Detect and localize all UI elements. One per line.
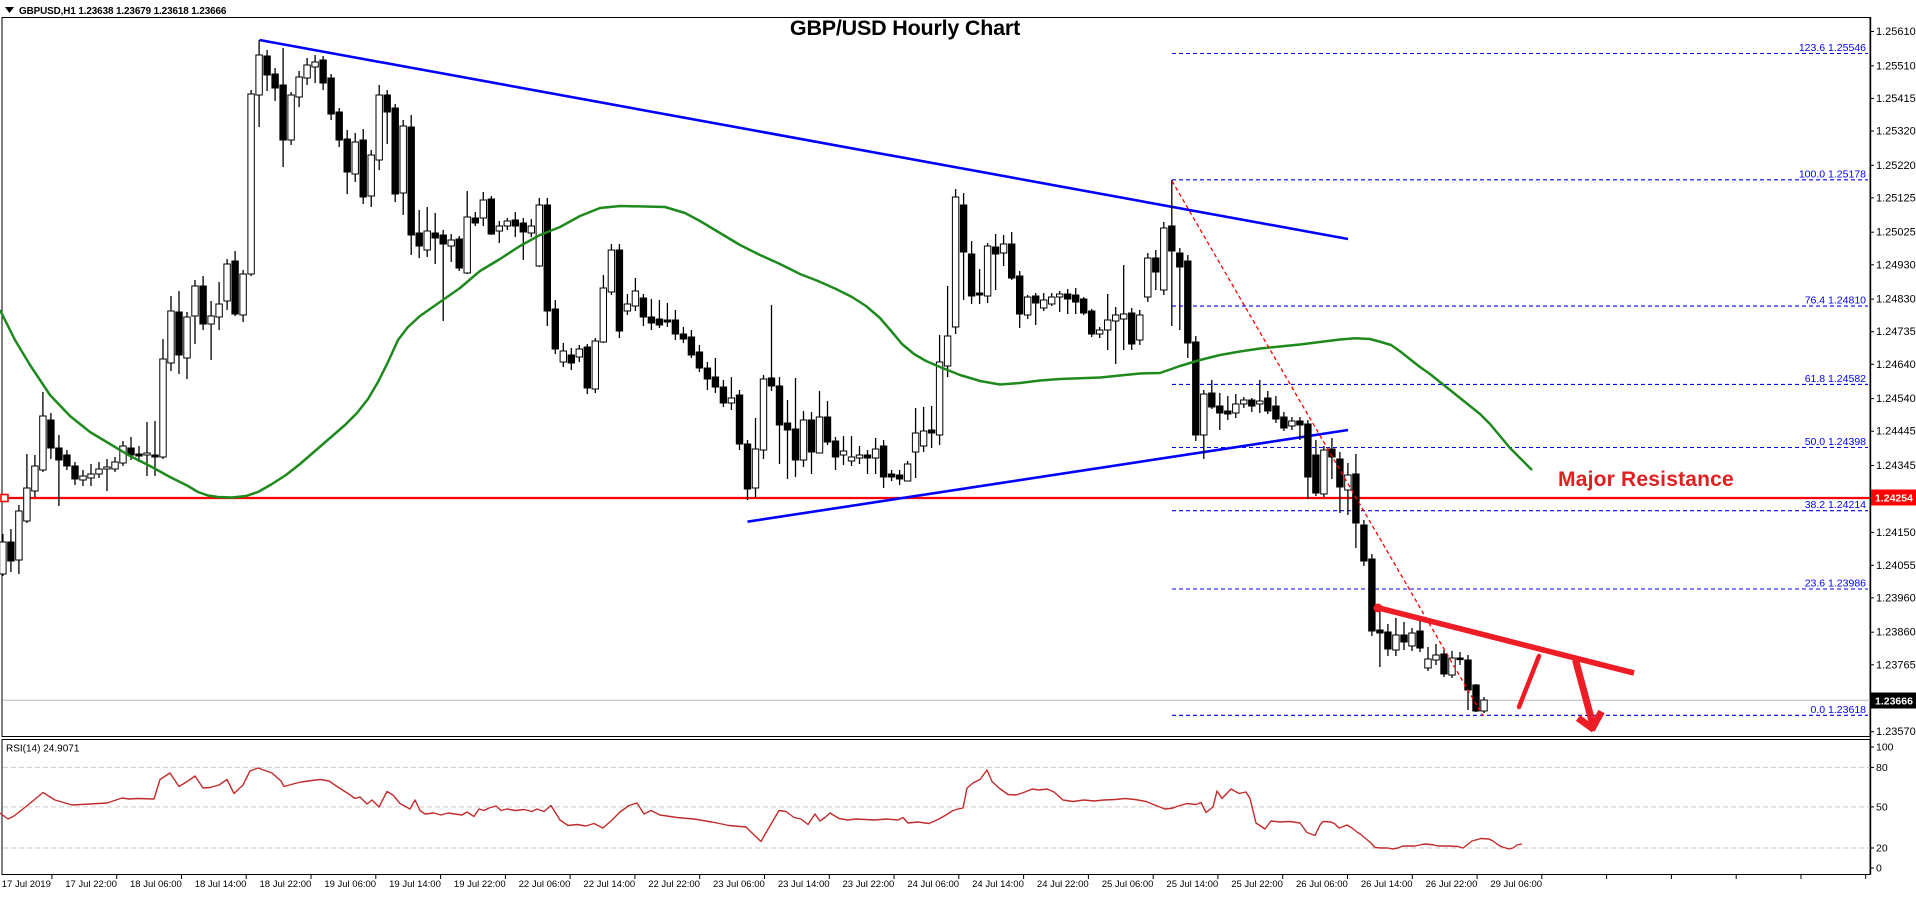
svg-text:19 Jul 14:00: 19 Jul 14:00 [389, 879, 441, 890]
svg-text:1.25610: 1.25610 [1876, 26, 1916, 38]
svg-text:1.24830: 1.24830 [1876, 294, 1916, 306]
svg-text:24 Jul 14:00: 24 Jul 14:00 [972, 879, 1024, 890]
svg-text:22 Jul 22:00: 22 Jul 22:00 [648, 879, 700, 890]
svg-text:1.25125: 1.25125 [1876, 192, 1916, 204]
svg-text:1.25025: 1.25025 [1876, 227, 1916, 239]
svg-text:RSI(14) 24.9071: RSI(14) 24.9071 [6, 744, 80, 755]
svg-text:24 Jul 22:00: 24 Jul 22:00 [1037, 879, 1089, 890]
svg-text:18 Jul 06:00: 18 Jul 06:00 [130, 879, 182, 890]
svg-text:GBPUSD,H1 1.23638 1.23679 1.2: GBPUSD,H1 1.23638 1.23679 1.23618 1.2366… [19, 6, 227, 17]
svg-text:23 Jul 06:00: 23 Jul 06:00 [713, 879, 765, 890]
svg-text:0.0 1.23618: 0.0 1.23618 [1811, 704, 1867, 716]
svg-text:76.4 1.24810: 76.4 1.24810 [1805, 295, 1866, 307]
svg-text:1.24254: 1.24254 [1875, 493, 1913, 505]
svg-text:1.25220: 1.25220 [1876, 160, 1916, 172]
svg-text:61.8 1.24582: 61.8 1.24582 [1805, 373, 1866, 385]
svg-text:25 Jul 06:00: 25 Jul 06:00 [1102, 879, 1154, 890]
svg-text:22 Jul 06:00: 22 Jul 06:00 [519, 879, 571, 890]
svg-text:80: 80 [1876, 762, 1888, 774]
svg-text:123.6 1.25546: 123.6 1.25546 [1799, 42, 1866, 54]
svg-text:1.23960: 1.23960 [1876, 592, 1916, 604]
svg-text:23 Jul 14:00: 23 Jul 14:00 [778, 879, 830, 890]
svg-text:1.23860: 1.23860 [1876, 627, 1916, 639]
svg-text:23.6 1.23986: 23.6 1.23986 [1805, 578, 1866, 590]
svg-text:100: 100 [1876, 742, 1894, 754]
svg-text:38.2 1.24214: 38.2 1.24214 [1805, 499, 1866, 511]
svg-text:1.25510: 1.25510 [1876, 60, 1916, 72]
svg-text:1.25415: 1.25415 [1876, 93, 1916, 105]
svg-text:26 Jul 06:00: 26 Jul 06:00 [1296, 879, 1348, 890]
svg-text:100.0 1.25178: 100.0 1.25178 [1799, 168, 1866, 180]
svg-text:1.24930: 1.24930 [1876, 259, 1916, 271]
svg-text:1.24640: 1.24640 [1876, 359, 1916, 371]
svg-text:26 Jul 22:00: 26 Jul 22:00 [1426, 879, 1478, 890]
svg-text:Major Resistance: Major Resistance [1558, 468, 1734, 491]
svg-text:29 Jul 06:00: 29 Jul 06:00 [1490, 879, 1542, 890]
svg-text:23 Jul 22:00: 23 Jul 22:00 [843, 879, 895, 890]
svg-text:17 Jul 22:00: 17 Jul 22:00 [65, 879, 117, 890]
svg-text:1.24055: 1.24055 [1876, 560, 1916, 572]
svg-text:1.23765: 1.23765 [1876, 659, 1916, 671]
svg-text:26 Jul 14:00: 26 Jul 14:00 [1361, 879, 1413, 890]
svg-text:25 Jul 14:00: 25 Jul 14:00 [1166, 879, 1218, 890]
svg-text:1.25320: 1.25320 [1876, 126, 1916, 138]
svg-text:17 Jul 2019: 17 Jul 2019 [2, 879, 51, 890]
svg-text:19 Jul 06:00: 19 Jul 06:00 [324, 879, 376, 890]
svg-text:1.24540: 1.24540 [1876, 393, 1916, 405]
svg-text:22 Jul 14:00: 22 Jul 14:00 [583, 879, 635, 890]
svg-text:20: 20 [1876, 843, 1888, 855]
svg-text:25 Jul 22:00: 25 Jul 22:00 [1231, 879, 1283, 890]
svg-text:24 Jul 06:00: 24 Jul 06:00 [907, 879, 959, 890]
svg-text:GBP/USD Hourly Chart: GBP/USD Hourly Chart [790, 16, 1020, 40]
svg-text:1.24345: 1.24345 [1876, 460, 1916, 472]
svg-text:1.23666: 1.23666 [1875, 696, 1913, 708]
svg-text:1.24735: 1.24735 [1876, 326, 1916, 338]
svg-text:50.0 1.24398: 50.0 1.24398 [1805, 436, 1866, 448]
svg-text:0: 0 [1876, 863, 1882, 875]
svg-text:1.23570: 1.23570 [1876, 726, 1916, 738]
svg-text:1.24150: 1.24150 [1876, 527, 1916, 539]
svg-text:19 Jul 22:00: 19 Jul 22:00 [454, 879, 506, 890]
svg-text:18 Jul 14:00: 18 Jul 14:00 [195, 879, 247, 890]
svg-text:50: 50 [1876, 801, 1888, 813]
svg-text:18 Jul 22:00: 18 Jul 22:00 [260, 879, 312, 890]
svg-text:1.24445: 1.24445 [1876, 426, 1916, 438]
